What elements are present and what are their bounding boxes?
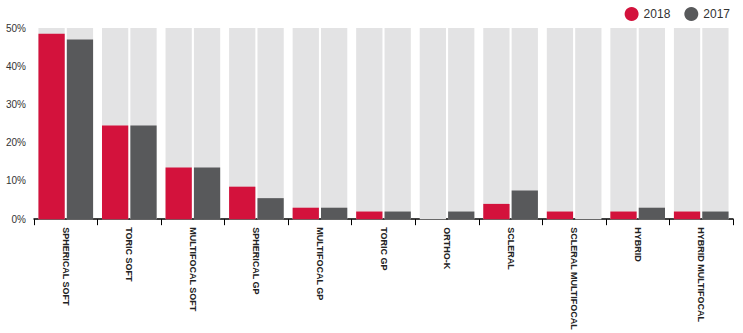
svg-text:SPHERICAL GP: SPHERICAL GP <box>251 227 261 294</box>
svg-text:MULTIFOCAL SOFT: MULTIFOCAL SOFT <box>188 227 198 312</box>
svg-text:2018: 2018 <box>644 7 671 21</box>
svg-text:30%: 30% <box>6 99 26 110</box>
svg-text:2017: 2017 <box>703 7 730 21</box>
svg-text:MULTIFOCAL GP: MULTIFOCAL GP <box>315 227 325 300</box>
svg-text:HYBRID: HYBRID <box>633 227 643 262</box>
svg-text:20%: 20% <box>6 137 26 148</box>
svg-text:TORIC GP: TORIC GP <box>379 227 389 270</box>
svg-text:SCLERAL: SCLERAL <box>506 227 516 270</box>
svg-text:10%: 10% <box>6 175 26 186</box>
svg-text:SCLERAL MULTIFOCAL: SCLERAL MULTIFOCAL <box>569 227 579 330</box>
svg-text:0%: 0% <box>12 214 27 225</box>
svg-text:40%: 40% <box>6 61 26 72</box>
svg-text:HYBRID MULTIFOCAL: HYBRID MULTIFOCAL <box>696 227 706 322</box>
svg-text:SPHERICAL SOFT: SPHERICAL SOFT <box>61 227 71 306</box>
svg-text:TORIC SOFT: TORIC SOFT <box>124 227 134 282</box>
svg-text:50%: 50% <box>6 23 26 34</box>
svg-text:ORTHO-K: ORTHO-K <box>442 227 452 269</box>
